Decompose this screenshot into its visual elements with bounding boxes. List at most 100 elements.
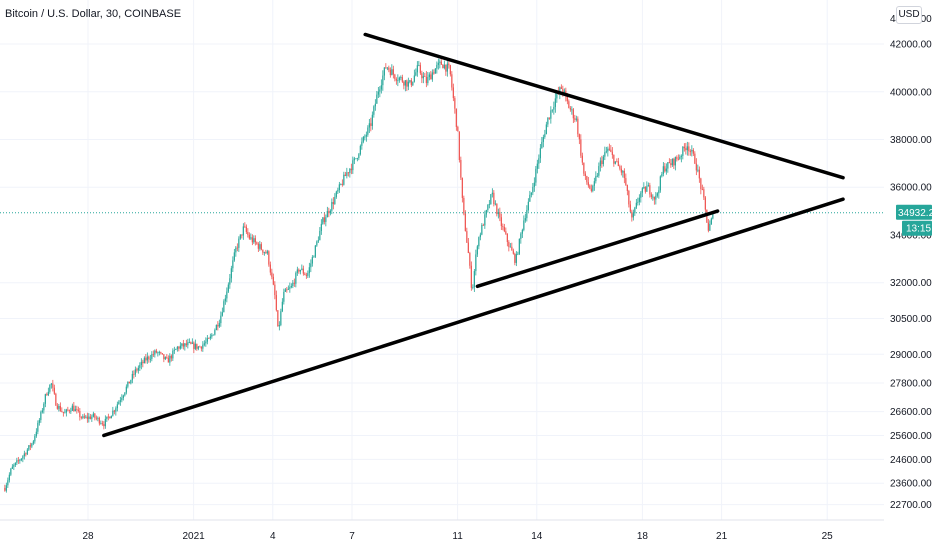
candle-body (268, 251, 270, 265)
candle-body (527, 201, 529, 210)
candle-body (566, 95, 568, 102)
candle-body (668, 162, 670, 164)
candle-body (328, 211, 330, 214)
candle-body (700, 178, 702, 190)
candle-body (509, 246, 511, 248)
candle-body (307, 273, 309, 276)
candle-body (350, 168, 352, 171)
candle-body (242, 226, 244, 236)
candle-body (97, 417, 99, 419)
candle-body (233, 252, 235, 261)
currency-button[interactable]: USD (896, 6, 922, 24)
candle-body (49, 384, 51, 392)
candle-body (5, 485, 7, 491)
candle-body (4, 487, 6, 491)
candle-body (569, 108, 571, 110)
candle-body (377, 91, 379, 95)
candle-body (437, 62, 439, 65)
candle-body (667, 162, 669, 169)
candle-body (263, 252, 265, 253)
candle-body (151, 354, 153, 359)
candle-body (538, 158, 540, 164)
candle-body (61, 410, 63, 412)
candle-body (238, 238, 240, 248)
price-tick-label-hidden: 34000.00 (890, 230, 932, 241)
candle-body (146, 356, 148, 361)
candle-body (53, 387, 55, 394)
candle-body (287, 288, 289, 290)
candle-body (463, 197, 465, 214)
candle-body (100, 423, 102, 425)
candle-body (122, 395, 124, 398)
candle-body (415, 72, 417, 76)
candle-body (205, 341, 207, 344)
candle-body (542, 137, 544, 142)
candle-body (212, 334, 214, 336)
candle-body (589, 185, 591, 189)
candle-body (83, 416, 85, 418)
candle-body (692, 149, 694, 154)
candle-body (551, 109, 553, 111)
candle-body (545, 124, 547, 135)
candle-body (649, 185, 651, 195)
candle-body (95, 417, 97, 419)
candle-body (590, 188, 592, 191)
candle-body (82, 416, 84, 418)
candle-body (337, 189, 339, 192)
candle-body (44, 394, 46, 404)
candle-body (79, 410, 81, 418)
candle-body (641, 188, 643, 193)
time-tick-label: 25 (822, 531, 834, 542)
candle-body (521, 229, 523, 234)
candle-body (13, 465, 15, 467)
candle-body (343, 174, 345, 185)
candle-body (359, 145, 361, 155)
candle-body (443, 64, 445, 69)
candle-body (326, 211, 328, 218)
candle-body (382, 75, 384, 86)
candle-body (710, 218, 712, 225)
candle-body (581, 155, 583, 163)
candle-body (265, 252, 267, 254)
candle-body (644, 186, 646, 192)
candle-body (493, 192, 495, 205)
candle-body (89, 416, 91, 419)
candle-body (223, 301, 225, 313)
candle-body (475, 254, 477, 272)
candle-body (319, 230, 321, 241)
time-tick-label: 4 (270, 531, 276, 542)
candle-body (116, 404, 118, 409)
candle-body (106, 416, 108, 419)
candle-body (607, 148, 609, 152)
candle-body (218, 323, 220, 327)
candle-body (622, 170, 624, 173)
candle-body (679, 156, 681, 159)
candle-body (224, 298, 226, 302)
candle-body (410, 80, 412, 86)
candle-body (617, 161, 619, 167)
candle-body (580, 139, 582, 156)
candle-body (499, 212, 501, 218)
price-axis[interactable]: 42000.00 40000.00 38000.00 36000.00 32000.00… (890, 14, 932, 511)
candle-body (46, 394, 48, 396)
candle-body (461, 177, 463, 198)
candle-body (358, 154, 360, 159)
candle-body (529, 194, 531, 202)
candle-body (674, 157, 676, 166)
candle-body (476, 246, 478, 255)
candle-body (658, 190, 660, 194)
candle-body (157, 352, 159, 354)
candle-body (145, 357, 147, 361)
time-axis[interactable]: 28 2021 4 7 11 14 18 21 25 (0, 519, 884, 542)
candle-body (490, 194, 492, 205)
candle-body (638, 197, 640, 202)
candle-body (605, 151, 607, 153)
candle-body (563, 90, 565, 93)
candle-body (323, 217, 325, 222)
chart-title: Bitcoin / U.S. Dollar, 30, COINBASE (5, 8, 181, 20)
candle-body (488, 204, 490, 205)
candle-body (643, 186, 645, 189)
candle-body (7, 480, 9, 486)
candle-body (154, 350, 156, 355)
